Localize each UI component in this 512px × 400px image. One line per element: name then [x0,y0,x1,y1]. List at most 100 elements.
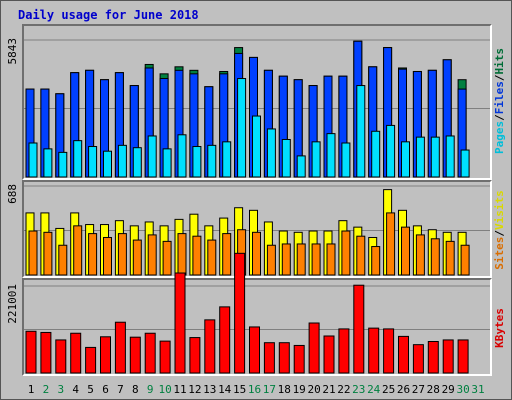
pages-bar [445,135,455,178]
pages-bar [147,135,157,178]
day-tick-label: 7 [117,383,124,396]
day-tick-label: 8 [132,383,139,396]
kbytes-bar [189,337,201,374]
max-value-label: 5843 [6,38,19,65]
day-tick-label: 4 [72,383,79,396]
kbytes-bar [338,328,350,374]
day-tick-label: 29 [442,383,455,396]
sites-bar [162,240,172,276]
kbytes-bar [234,252,246,374]
pages-bar [73,140,83,178]
pages-bar [222,141,232,178]
chart-title: Daily usage for June 2018 [18,8,199,22]
kbytes-bar [249,326,260,374]
kbytes-bar [263,342,275,374]
sites-bar [326,243,336,276]
day-tick-label: 12 [188,383,201,396]
bars-layer [24,39,490,374]
pages-bar [88,146,98,178]
kbytes-bar [55,339,67,374]
legend-separator: / [493,114,506,121]
sites-bar [73,225,83,276]
kbytes-bar [308,322,320,374]
pages-bar [356,85,366,178]
pages-bar [132,147,142,178]
pages-bar [266,128,276,178]
legend-item: Hits [493,48,506,75]
sites-bar [103,236,112,276]
pages-bar [237,78,247,178]
pages-bar [252,115,261,178]
kbytes-bar [100,336,111,374]
day-tick-label: 5 [87,383,94,396]
pages-bar [192,146,202,178]
pages-bar [281,138,291,178]
day-tick-label: 18 [278,383,291,396]
pages-bar [43,148,53,178]
pages-bar [177,134,187,178]
pages-bar [386,124,396,178]
max-value-label: 688 [6,184,19,204]
legend-separator: / [493,230,506,237]
pages-bar [341,142,351,178]
sites-bar [371,246,381,276]
sites-bar [296,243,306,276]
sites-bar [192,235,202,276]
sites-bar [28,230,38,276]
pages-bar [103,150,112,178]
pages-bar [415,136,425,178]
pages-bar [28,142,38,178]
sites-bar [415,234,425,276]
kbytes-bar [144,332,156,374]
day-tick-label: 16 [248,383,261,396]
kbytes-bar [204,319,216,374]
legend-item: Sites [493,237,506,270]
kbytes-bar [70,332,82,374]
kbytes-bar [398,335,409,374]
sites-bar [445,240,455,276]
pages-bar [58,151,68,178]
day-tick-label: 6 [102,383,109,396]
sites-bar [386,212,396,276]
legend-item: Visits [493,190,506,230]
pages-bar [162,148,172,178]
day-tick-label: 23 [352,383,365,396]
sites-bar [311,243,321,276]
sites-bar [177,233,187,276]
pages-bar [207,144,217,178]
kbytes-bar [278,342,290,374]
day-tick-label: 30 [456,383,469,396]
kbytes-bar [323,335,335,374]
kbytes-bar [457,339,469,374]
day-tick-label: 11 [173,383,186,396]
sites-bar [207,239,217,276]
day-tick-label: 19 [293,383,306,396]
kbytes-bar [442,339,454,374]
series-legend: KBytes [493,308,506,348]
legend-item: KBytes [493,308,506,348]
sites-bar [88,233,98,276]
sites-bar [117,233,127,276]
day-tick-label: 21 [322,383,335,396]
day-tick-label: 15 [233,383,246,396]
day-tick-label: 9 [147,383,154,396]
kbytes-bar [129,336,141,374]
sites-bar [281,243,291,276]
day-tick-label: 10 [158,383,171,396]
kbytes-bar [25,330,37,374]
day-tick-label: 2 [43,383,50,396]
day-tick-label: 20 [307,383,320,396]
pages-bar [296,155,306,178]
sites-bar [266,244,276,276]
kbytes-bar [412,344,424,374]
day-tick-label: 17 [263,383,276,396]
series-legend: Sites/Visits [493,190,506,270]
kbytes-bar [40,331,52,374]
day-tick-label: 3 [57,383,64,396]
sites-bar [401,226,410,276]
kbytes-bar [85,346,97,374]
sites-bar [132,239,142,276]
day-tick-label: 27 [412,383,425,396]
day-tick-label: 28 [427,383,440,396]
